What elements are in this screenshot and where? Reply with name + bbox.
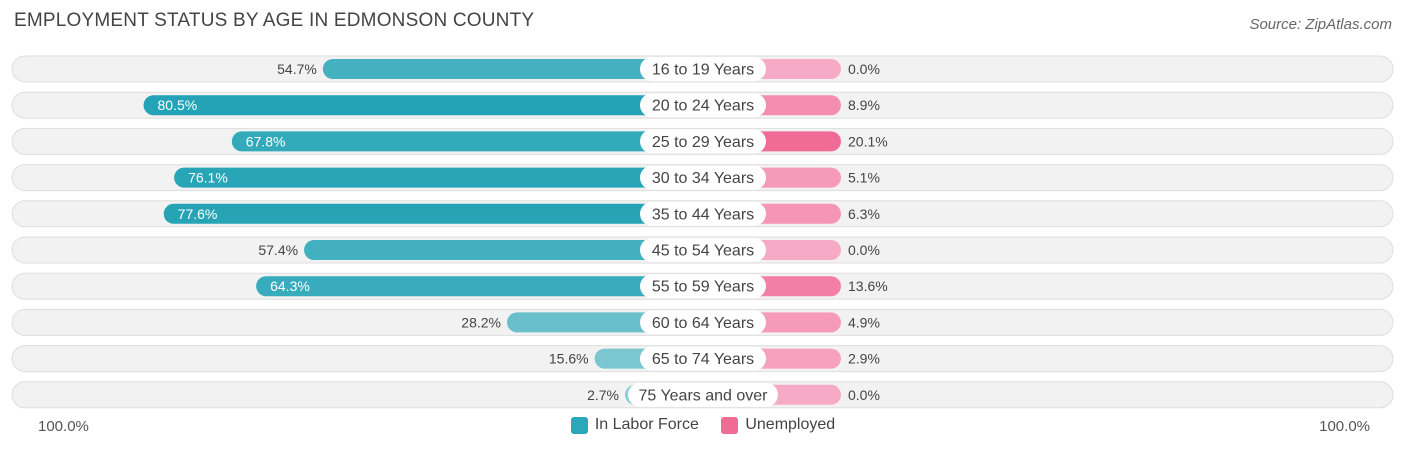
bar-labor-force [174,167,704,188]
category-pill [640,129,766,154]
category-label: 55 to 59 Years [652,279,754,296]
value-label-unemployed: 6.3% [848,206,880,222]
category-pill [628,382,778,407]
legend-label-unemployed: Unemployed [745,416,836,433]
value-label-unemployed: 2.9% [848,351,880,367]
axis-right-label: 100.0% [1319,418,1370,435]
chart-title: EMPLOYMENT STATUS BY AGE IN EDMONSON COU… [14,10,535,31]
category-label: 45 to 54 Years [652,243,754,260]
bar-labor-force [143,95,703,116]
category-label: 20 to 24 Years [652,98,754,115]
value-label-labor-force: 54.7% [277,61,317,77]
category-pill [640,201,766,226]
value-label-unemployed: 13.6% [848,278,888,294]
legend-item-labor-force: In Labor Force [570,416,699,434]
value-label-labor-force: 28.2% [461,314,501,330]
category-label: 75 Years and over [639,387,769,404]
value-label-unemployed: 20.1% [848,133,888,149]
bar-labor-force [163,203,703,224]
category-label: 25 to 29 Years [652,134,754,151]
legend: In Labor Force Unemployed [0,416,1406,439]
legend-label-labor-force: In Labor Force [594,416,699,433]
value-label-unemployed: 0.0% [848,387,880,403]
category-label: 30 to 34 Years [652,170,754,187]
value-label-labor-force: 15.6% [549,351,589,367]
category-label: 35 to 44 Years [652,206,754,223]
value-label-unemployed: 4.9% [848,314,880,330]
legend-swatch-labor-force [570,416,588,434]
value-label-unemployed: 0.0% [848,242,880,258]
category-label: 16 to 19 Years [652,62,754,79]
category-pill [640,346,766,371]
value-label-labor-force: 76.1% [188,170,228,186]
category-label: 65 to 74 Years [652,351,754,368]
category-pill [640,165,766,190]
category-pill [640,310,766,335]
legend-item-unemployed: Unemployed [721,416,835,434]
source-label: Source: ZipAtlas.com [1249,16,1392,33]
value-label-unemployed: 8.9% [848,97,880,113]
bar-labor-force [322,59,703,79]
value-label-unemployed: 0.0% [848,61,880,77]
bar-labor-force [256,276,703,297]
bar-labor-force [231,131,704,152]
legend-swatch-unemployed [721,416,739,434]
category-pill [640,238,766,262]
value-label-labor-force: 77.6% [178,206,218,222]
bar-labor-force [304,240,703,260]
value-label-labor-force: 57.4% [258,242,298,258]
axis-left-label: 100.0% [38,418,89,435]
value-label-labor-force: 2.7% [587,387,619,403]
value-label-labor-force: 67.8% [246,133,286,149]
category-pill [640,57,766,81]
value-label-labor-force: 80.5% [158,97,198,113]
category-pill [640,93,766,118]
value-label-unemployed: 5.1% [848,170,880,186]
category-pill [640,274,766,299]
value-label-labor-force: 64.3% [270,278,310,294]
category-label: 60 to 64 Years [652,315,754,332]
